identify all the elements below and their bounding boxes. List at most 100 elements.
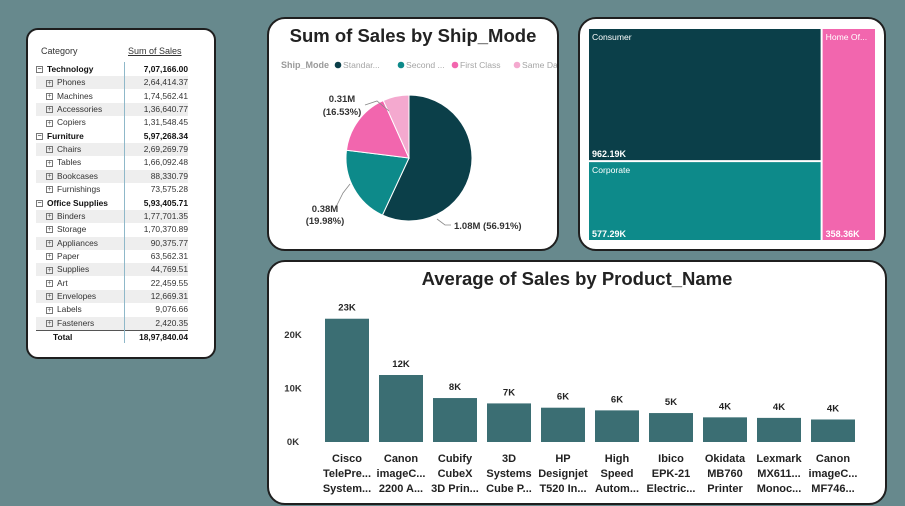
bar[interactable] — [433, 398, 477, 442]
expand-icon[interactable]: + — [46, 106, 53, 114]
matrix-total-value: 18,97,840.04 — [139, 332, 188, 342]
legend-item[interactable]: Same Day — [513, 60, 557, 70]
expand-icon[interactable]: + — [46, 266, 53, 274]
bar[interactable] — [811, 419, 855, 442]
expand-icon[interactable]: + — [46, 226, 53, 234]
expand-icon[interactable]: + — [46, 119, 53, 127]
matrix-subcategory-row[interactable]: + Accessories 1,36,640.77 — [36, 103, 188, 117]
expand-icon[interactable]: + — [46, 173, 53, 181]
expand-icon[interactable]: + — [46, 159, 53, 167]
bar[interactable] — [703, 417, 747, 442]
bar[interactable] — [487, 403, 531, 442]
treemap-cell[interactable]: Consumer 962.19K — [588, 28, 822, 162]
matrix-subcategory-name: Envelopes — [57, 290, 97, 301]
x-tick-label: Okidata — [705, 453, 746, 465]
bar[interactable] — [649, 413, 693, 442]
legend-item[interactable]: First Class — [451, 60, 501, 70]
matrix-header-sales[interactable]: Sum of Sales — [128, 46, 182, 56]
bar[interactable] — [595, 410, 639, 442]
matrix-subcategory-row[interactable]: + Machines 1,74,562.41 — [36, 90, 188, 103]
y-tick-label: 0K — [287, 437, 299, 448]
matrix-subcategory-row[interactable]: + Fasteners 2,420.35 — [36, 316, 188, 330]
matrix-subcategory-row[interactable]: + Supplies 44,769.51 — [36, 263, 188, 277]
matrix-subcategory-row[interactable]: + Art 22,459.55 — [36, 277, 188, 290]
matrix-subcategory-label: + Phones — [46, 76, 85, 89]
x-tick-label: System... — [323, 483, 371, 495]
matrix-category-name: Office Supplies — [47, 197, 108, 208]
expand-icon[interactable]: + — [46, 293, 53, 301]
matrix-header-category[interactable]: Category — [41, 46, 78, 56]
matrix-subcategory-row[interactable]: + Envelopes 12,669.31 — [36, 289, 188, 303]
bar[interactable] — [379, 375, 423, 442]
pie-slice[interactable] — [345, 149, 410, 216]
bar[interactable] — [541, 407, 585, 442]
expand-icon[interactable]: + — [46, 239, 53, 247]
matrix-category-row[interactable]: − Technology 7,07,166.00 — [36, 63, 188, 76]
bar-data-label: 5K — [665, 397, 677, 408]
bar-data-label: 4K — [719, 401, 731, 412]
matrix-subcategory-name: Storage — [57, 224, 87, 235]
x-tick-label: Systems — [486, 468, 531, 480]
matrix-total-label: Total — [53, 332, 73, 342]
bar-data-label: 7K — [503, 387, 515, 398]
matrix-category-name: Technology — [47, 64, 94, 74]
bar[interactable] — [757, 417, 801, 442]
expand-icon[interactable]: + — [46, 79, 53, 87]
matrix-subcategory-label: + Machines — [46, 90, 93, 103]
x-tick-label: Canon — [816, 453, 851, 465]
matrix-subcategory-name: Bookcases — [57, 170, 98, 181]
matrix-subcategory-name: Furnishings — [57, 184, 101, 195]
x-tick-label: 3D — [502, 453, 516, 465]
matrix-subcategory-value: 1,70,370.89 — [143, 224, 188, 235]
y-tick-label: 10K — [284, 383, 302, 394]
matrix-subcategory-row[interactable]: + Binders 1,77,701.35 — [36, 209, 188, 223]
matrix-subcategory-name: Phones — [57, 77, 86, 88]
matrix-subcategory-row[interactable]: + Copiers 1,31,548.45 — [36, 116, 188, 129]
matrix-subcategory-row[interactable]: + Furnishings 73,575.28 — [36, 183, 188, 196]
bar-data-label: 6K — [557, 392, 569, 403]
legend-label: Same Day — [522, 60, 557, 70]
treemap-label: Home Of... — [826, 32, 868, 42]
matrix-subcategory-row[interactable]: + Phones 2,64,414.37 — [36, 76, 188, 90]
matrix-subcategory-row[interactable]: + Bookcases 88,330.79 — [36, 169, 188, 183]
pie-data-label: 1.08M (56.91%) — [454, 221, 522, 232]
expand-icon[interactable]: + — [46, 319, 53, 327]
treemap-cell[interactable]: Home Of... 358.36K — [821, 28, 877, 241]
expand-icon[interactable]: + — [46, 92, 53, 100]
matrix-subcategory-row[interactable]: + Appliances 90,375.77 — [36, 236, 188, 250]
matrix-category-total: 5,97,268.34 — [143, 130, 188, 141]
treemap-value: 962.19K — [592, 149, 627, 159]
expand-icon[interactable]: + — [46, 306, 53, 314]
pie-chart-svg: Ship_Mode Standar... Second ... First Class… — [281, 60, 557, 232]
expand-icon[interactable]: + — [46, 186, 53, 194]
pie-slice[interactable] — [382, 94, 410, 159]
matrix-subcategory-label: + Fasteners — [46, 317, 94, 330]
matrix-subcategory-row[interactable]: + Tables 1,66,092.48 — [36, 156, 188, 169]
x-tick-label: Printer — [707, 483, 743, 495]
matrix-category-row[interactable]: − Furniture 5,97,268.34 — [36, 130, 188, 143]
legend-item[interactable]: Standar... — [334, 60, 380, 70]
matrix-subcategory-value: 1,74,562.41 — [143, 90, 188, 101]
matrix-subcategory-row[interactable]: + Paper 63,562.31 — [36, 250, 188, 263]
bar[interactable] — [325, 318, 369, 442]
x-tick-label: TelePre... — [323, 468, 371, 480]
expand-icon[interactable]: + — [46, 253, 53, 261]
pie-slice[interactable] — [381, 94, 473, 222]
x-tick-label: Electric... — [647, 483, 696, 495]
collapse-icon[interactable]: − — [36, 199, 43, 207]
legend-item[interactable]: Second ... — [397, 60, 445, 70]
expand-icon[interactable]: + — [46, 146, 53, 154]
matrix-subcategory-name: Supplies — [57, 264, 90, 275]
collapse-icon[interactable]: − — [36, 66, 43, 74]
matrix-category-row[interactable]: − Office Supplies 5,93,405.71 — [36, 197, 188, 210]
collapse-icon[interactable]: − — [36, 133, 43, 141]
matrix-subcategory-row[interactable]: + Chairs 2,69,269.79 — [36, 143, 188, 157]
matrix-subcategory-row[interactable]: + Storage 1,70,370.89 — [36, 223, 188, 236]
expand-icon[interactable]: + — [46, 279, 53, 287]
expand-icon[interactable]: + — [46, 213, 53, 221]
pie-slice[interactable] — [345, 99, 410, 159]
matrix-subcategory-row[interactable]: + Labels 9,076.66 — [36, 303, 188, 316]
x-tick-label: Autom... — [595, 483, 639, 495]
x-tick-label: Ibico — [658, 453, 684, 465]
treemap-cell[interactable]: Corporate 577.29K — [588, 161, 822, 241]
